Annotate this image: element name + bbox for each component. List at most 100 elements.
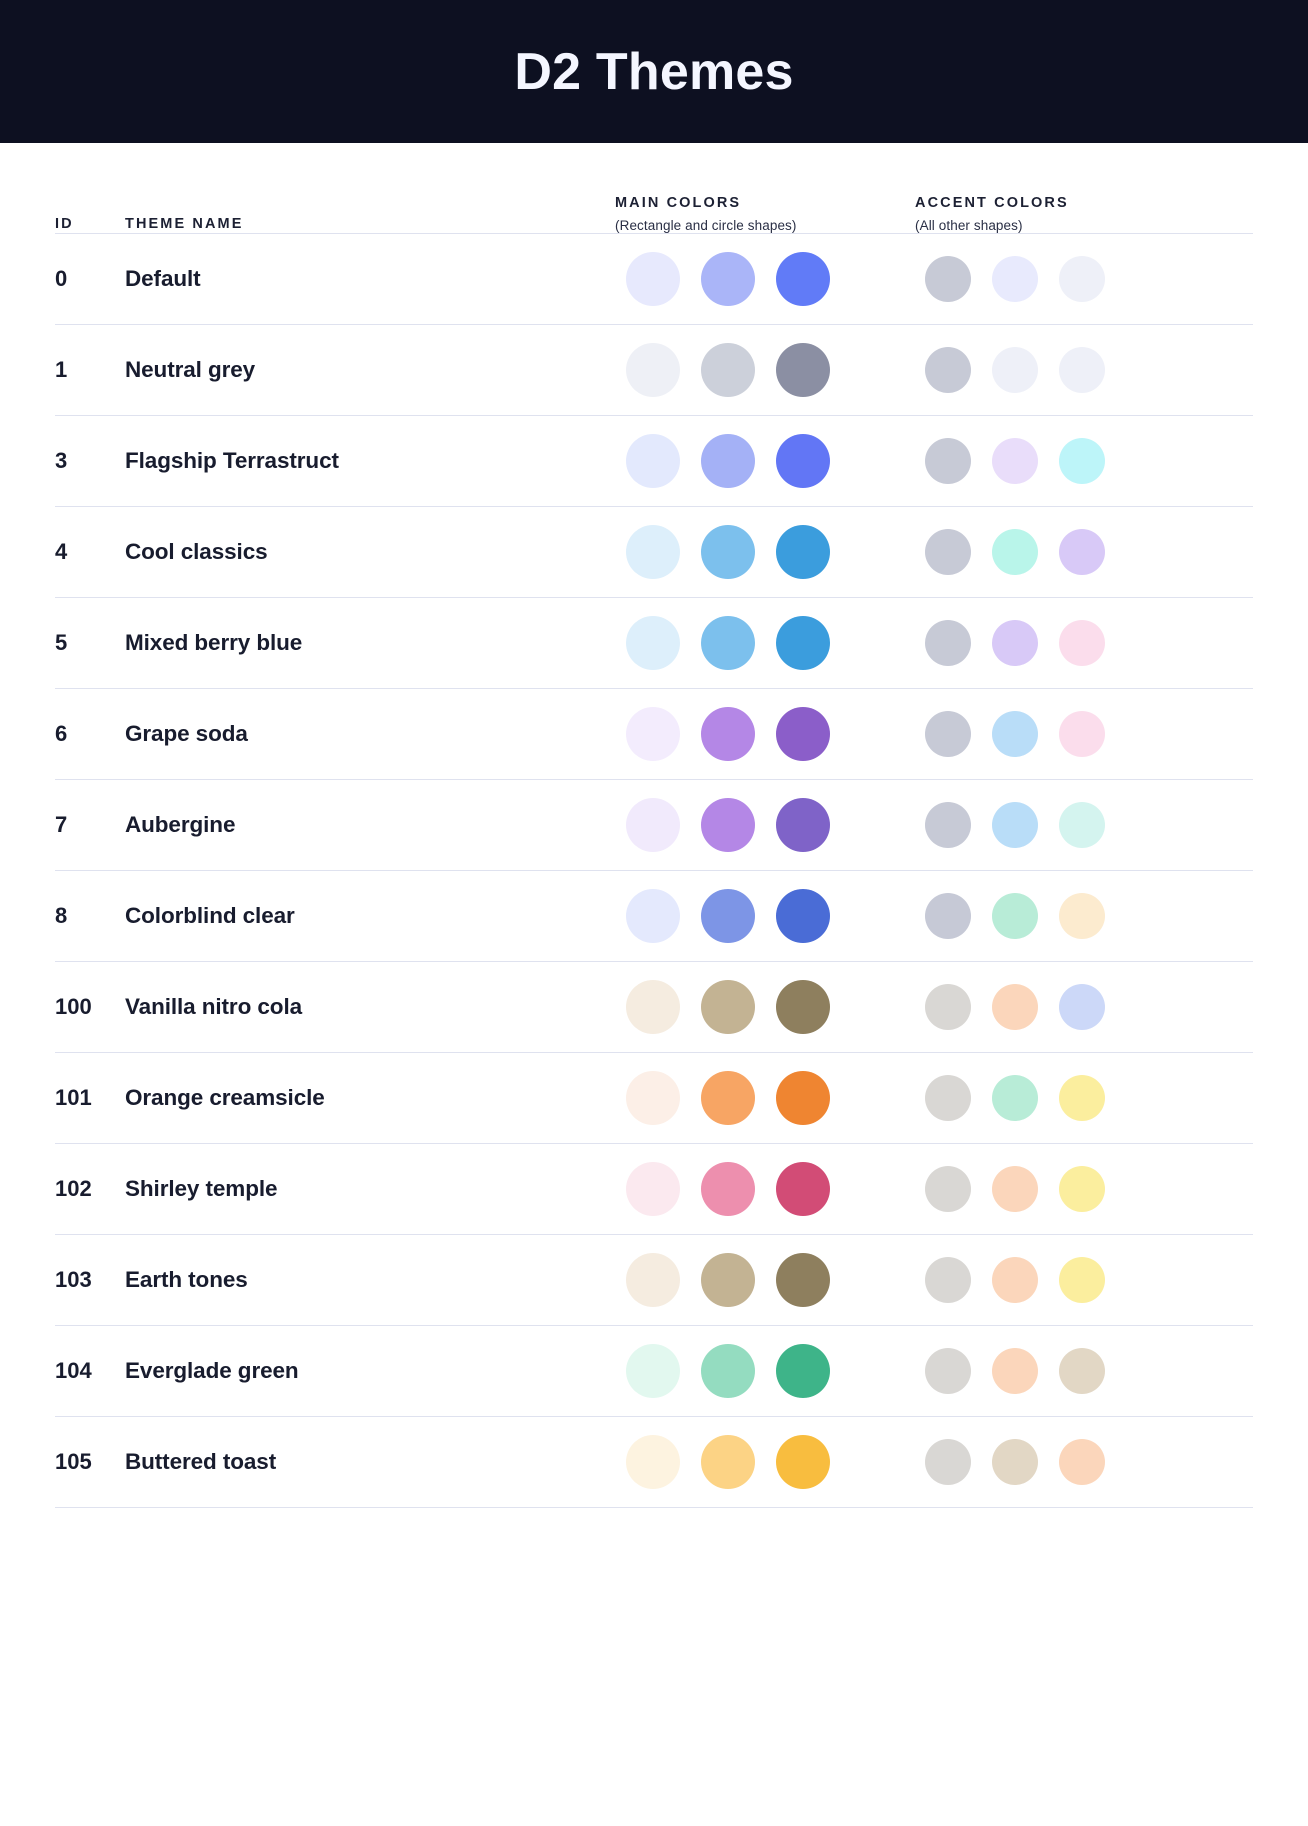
- table-row[interactable]: 1 Neutral grey: [55, 325, 1253, 416]
- main-color-swatch-2: [701, 1162, 755, 1216]
- main-color-swatch-2: [701, 525, 755, 579]
- main-color-swatch-3: [776, 1253, 830, 1307]
- table-row[interactable]: 4 Cool classics: [55, 507, 1253, 598]
- table-row[interactable]: 3 Flagship Terrastruct: [55, 416, 1253, 507]
- main-color-swatch-1: [626, 1344, 680, 1398]
- accent-color-swatch-3: [1059, 438, 1105, 484]
- main-color-swatch-2: [701, 434, 755, 488]
- theme-name: Flagship Terrastruct: [125, 448, 339, 473]
- table-row[interactable]: 6 Grape soda: [55, 689, 1253, 780]
- theme-name: Earth tones: [125, 1267, 248, 1292]
- theme-name: Everglade green: [125, 1358, 299, 1383]
- accent-color-swatches: [915, 984, 1235, 1030]
- main-color-swatch-1: [626, 1253, 680, 1307]
- theme-id: 1: [55, 357, 68, 382]
- main-color-swatch-1: [626, 1071, 680, 1125]
- accent-color-swatches: [915, 256, 1235, 302]
- main-color-swatch-2: [701, 1435, 755, 1489]
- accent-color-swatch-2: [992, 1439, 1038, 1485]
- main-color-swatch-1: [626, 707, 680, 761]
- accent-color-swatch-2: [992, 620, 1038, 666]
- accent-color-swatches: [915, 1075, 1235, 1121]
- table-row[interactable]: 7 Aubergine: [55, 780, 1253, 871]
- main-color-swatch-3: [776, 889, 830, 943]
- column-header-id-label: ID: [55, 215, 74, 232]
- theme-name: Aubergine: [125, 812, 236, 837]
- main-color-swatch-3: [776, 1435, 830, 1489]
- main-color-swatches: [615, 1344, 915, 1398]
- main-color-swatch-1: [626, 616, 680, 670]
- accent-color-swatch-1: [925, 1348, 971, 1394]
- main-color-swatch-1: [626, 1435, 680, 1489]
- main-color-swatch-2: [701, 252, 755, 306]
- accent-color-swatch-2: [992, 711, 1038, 757]
- main-color-swatches: [615, 1162, 915, 1216]
- main-color-swatches: [615, 1435, 915, 1489]
- accent-color-swatch-3: [1059, 1257, 1105, 1303]
- main-color-swatch-3: [776, 343, 830, 397]
- theme-name: Colorblind clear: [125, 903, 295, 928]
- theme-name: Default: [125, 266, 201, 291]
- main-color-swatch-1: [626, 798, 680, 852]
- theme-name: Cool classics: [125, 539, 268, 564]
- accent-color-swatch-3: [1059, 1439, 1105, 1485]
- main-color-swatches: [615, 798, 915, 852]
- accent-color-swatch-1: [925, 802, 971, 848]
- accent-color-swatch-2: [992, 529, 1038, 575]
- main-color-swatch-1: [626, 1162, 680, 1216]
- accent-color-swatches: [915, 1348, 1235, 1394]
- accent-color-swatch-2: [992, 984, 1038, 1030]
- theme-name: Vanilla nitro cola: [125, 994, 303, 1019]
- column-header-theme-name: THEME NAME: [125, 216, 615, 233]
- main-color-swatches: [615, 889, 915, 943]
- main-color-swatches: [615, 434, 915, 488]
- table-row[interactable]: 103 Earth tones: [55, 1235, 1253, 1326]
- accent-color-swatches: [915, 1439, 1235, 1485]
- accent-color-swatches: [915, 1166, 1235, 1212]
- table-row[interactable]: 105 Buttered toast: [55, 1417, 1253, 1508]
- main-color-swatch-1: [626, 252, 680, 306]
- theme-id: 105: [55, 1449, 92, 1474]
- main-color-swatch-1: [626, 980, 680, 1034]
- table-row[interactable]: 5 Mixed berry blue: [55, 598, 1253, 689]
- theme-id: 5: [55, 630, 68, 655]
- theme-id: 104: [55, 1358, 92, 1383]
- theme-name: Neutral grey: [125, 357, 256, 382]
- accent-color-swatches: [915, 347, 1235, 393]
- accent-color-swatches: [915, 529, 1235, 575]
- theme-name: Mixed berry blue: [125, 630, 303, 655]
- main-color-swatch-3: [776, 1071, 830, 1125]
- main-color-swatch-3: [776, 1344, 830, 1398]
- main-color-swatch-3: [776, 1162, 830, 1216]
- column-header-accent-colors-sublabel: (All other shapes): [915, 218, 1023, 233]
- accent-color-swatch-3: [1059, 620, 1105, 666]
- accent-color-swatch-1: [925, 1439, 971, 1485]
- table-row[interactable]: 102 Shirley temple: [55, 1144, 1253, 1235]
- table-row[interactable]: 104 Everglade green: [55, 1326, 1253, 1417]
- main-color-swatches: [615, 707, 915, 761]
- accent-color-swatch-3: [1059, 711, 1105, 757]
- table-row[interactable]: 101 Orange creamsicle: [55, 1053, 1253, 1144]
- accent-color-swatch-3: [1059, 1348, 1105, 1394]
- theme-id: 7: [55, 812, 68, 837]
- table-row[interactable]: 100 Vanilla nitro cola: [55, 962, 1253, 1053]
- theme-id: 103: [55, 1267, 92, 1292]
- main-color-swatch-3: [776, 798, 830, 852]
- accent-color-swatches: [915, 711, 1235, 757]
- main-color-swatch-3: [776, 525, 830, 579]
- table-row[interactable]: 0 Default: [55, 234, 1253, 325]
- accent-color-swatch-3: [1059, 984, 1105, 1030]
- theme-id: 6: [55, 721, 68, 746]
- table-row[interactable]: 8 Colorblind clear: [55, 871, 1253, 962]
- accent-color-swatch-3: [1059, 1166, 1105, 1212]
- theme-name: Shirley temple: [125, 1176, 278, 1201]
- column-header-theme-name-label: THEME NAME: [125, 215, 244, 232]
- main-color-swatches: [615, 525, 915, 579]
- accent-color-swatch-3: [1059, 529, 1105, 575]
- main-color-swatches: [615, 616, 915, 670]
- main-color-swatches: [615, 980, 915, 1034]
- main-color-swatch-2: [701, 798, 755, 852]
- column-header-id: ID: [55, 216, 125, 233]
- theme-name: Orange creamsicle: [125, 1085, 325, 1110]
